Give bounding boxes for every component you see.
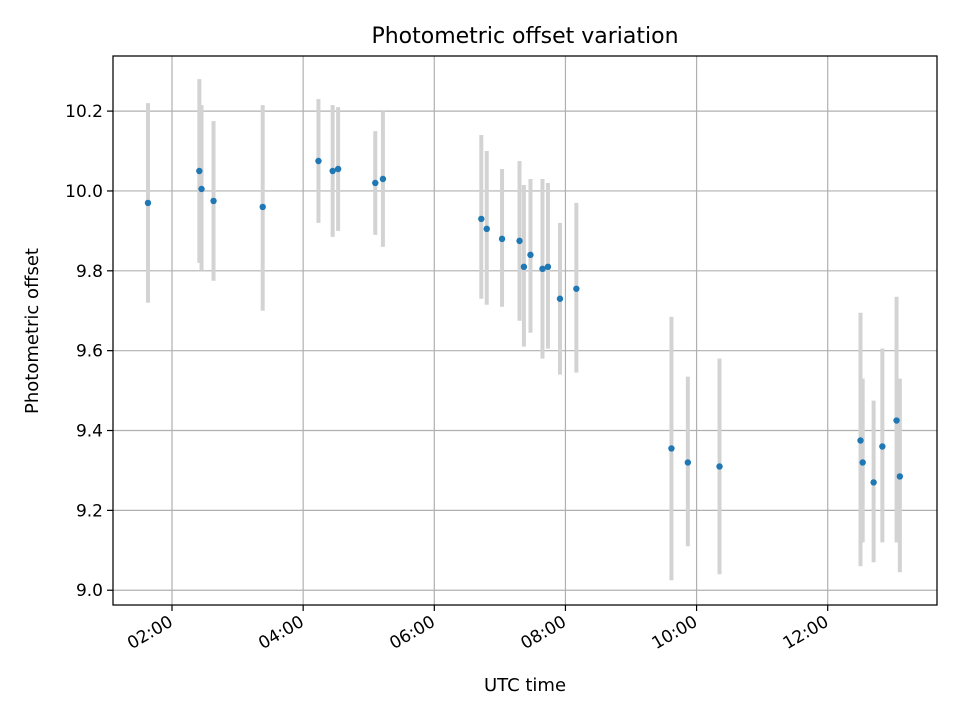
data-point: [198, 185, 205, 193]
x-axis-label: UTC time: [484, 675, 566, 696]
data-point: [516, 237, 523, 245]
data-point: [334, 165, 342, 173]
y-tick-label: 9.6: [76, 342, 103, 362]
data-point: [144, 199, 152, 207]
data-points: [144, 157, 904, 486]
y-axis-ticks: 9.0 9.2 9.4 9.6 9.8 10.0 10.2: [65, 102, 113, 601]
data-point: [573, 285, 580, 292]
data-point: [527, 251, 534, 259]
data-point: [879, 443, 886, 450]
data-point: [870, 479, 877, 486]
data-point: [539, 265, 546, 273]
data-point: [478, 215, 485, 223]
data-point: [259, 203, 266, 211]
data-point: [857, 437, 864, 444]
plot-frame: [112, 55, 938, 606]
data-point: [498, 235, 506, 243]
data-point: [668, 445, 675, 452]
data-point: [329, 167, 336, 175]
y-tick-label: 9.4: [76, 422, 103, 442]
chart-title: Photometric offset variation: [371, 24, 678, 49]
data-point: [684, 459, 692, 466]
data-point: [210, 197, 217, 205]
y-tick-label: 9.8: [76, 262, 103, 282]
grid: [113, 56, 937, 605]
data-point: [859, 459, 866, 466]
data-point: [556, 295, 564, 302]
data-point: [196, 167, 203, 175]
y-tick-label: 10.2: [65, 102, 103, 122]
data-point: [896, 473, 904, 480]
data-point: [520, 263, 528, 271]
y-tick-label: 9.0: [76, 581, 103, 601]
y-axis-label: Photometric offset: [22, 248, 43, 414]
data-point: [483, 225, 490, 233]
y-tick-label: 9.2: [76, 501, 103, 521]
data-point: [544, 263, 552, 271]
data-point: [372, 179, 379, 187]
data-point: [893, 417, 900, 424]
y-tick-label: 10.0: [65, 182, 103, 202]
data-point: [315, 157, 322, 165]
data-point: [716, 463, 723, 470]
data-point: [379, 175, 387, 183]
